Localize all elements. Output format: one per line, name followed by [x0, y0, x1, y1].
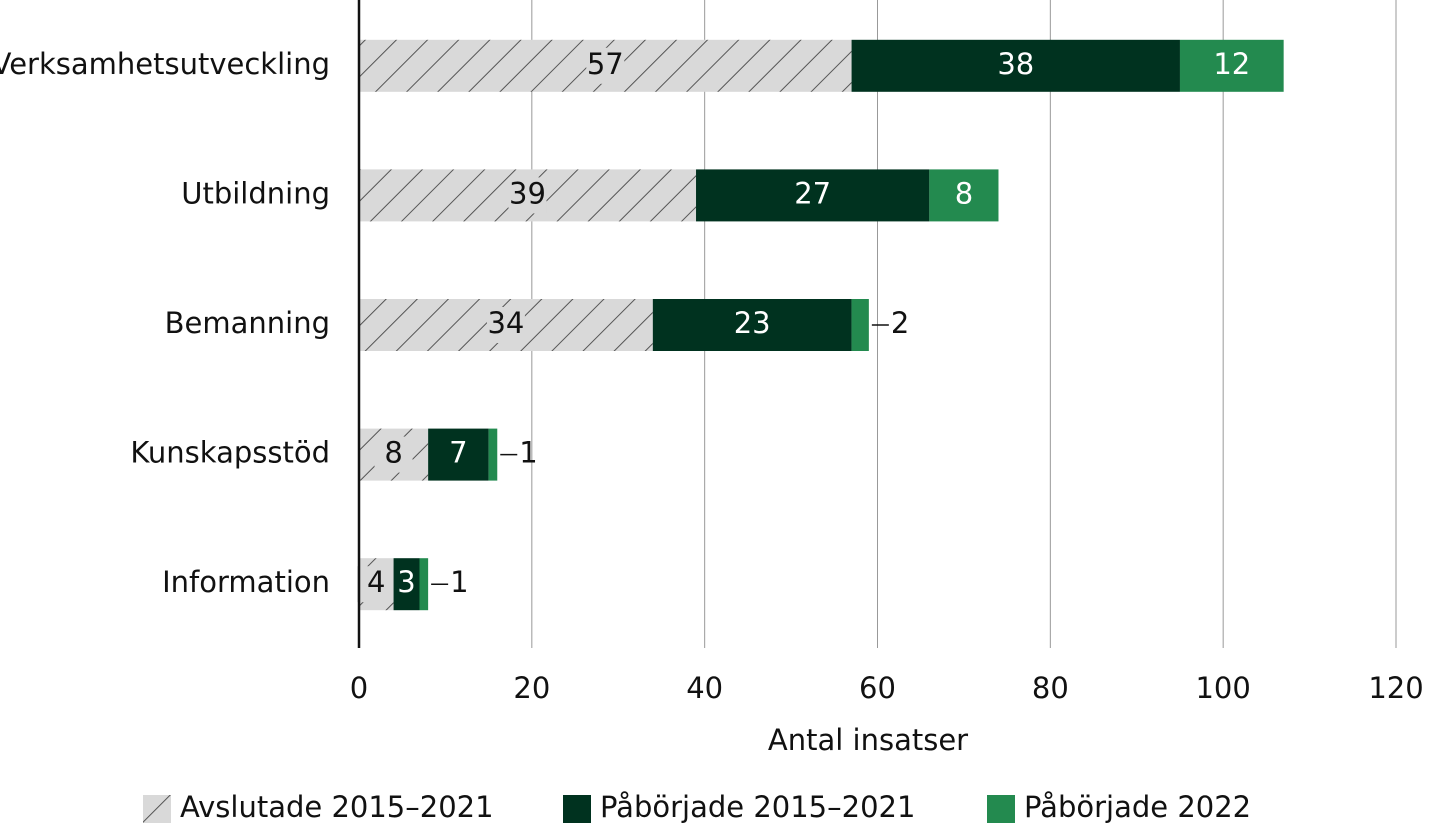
label-bg [357, 566, 396, 603]
bar-segment [696, 169, 930, 222]
data-label: 27 [794, 176, 831, 210]
bar-segment [652, 299, 852, 351]
bar-segment [929, 169, 999, 222]
y-tick-label: Kunskapsstöd [130, 436, 330, 470]
data-label: 8 [384, 436, 402, 470]
data-label: 1 [450, 565, 468, 599]
legend-label: Avslutade 2015–2021 [180, 790, 494, 824]
x-tick-label: 120 [1368, 671, 1423, 705]
data-label: 2 [891, 306, 909, 340]
bar-segment [393, 558, 420, 611]
label-bg [508, 177, 547, 214]
data-label: 7 [449, 436, 467, 470]
label-bg [374, 436, 413, 473]
data-label: 3 [397, 565, 415, 599]
bar-segment [419, 558, 429, 611]
bar-segment [428, 428, 489, 481]
data-label: 1 [519, 436, 537, 470]
x-tick-label: 80 [1032, 671, 1069, 705]
legend-label: Påbörjade 2022 [1024, 790, 1251, 824]
legend-swatch [987, 795, 1015, 823]
x-tick-label: 40 [686, 671, 723, 705]
legend-label: Påbörjade 2015–2021 [600, 790, 915, 824]
x-axis-title: Antal insatser [768, 723, 968, 757]
y-tick-label: Utbildning [181, 176, 330, 210]
data-label: 57 [587, 47, 624, 81]
label-bg [486, 307, 525, 343]
data-label: 39 [509, 176, 546, 210]
y-tick-label: Verksamhetsutveckling [0, 47, 330, 81]
bar-segment [1179, 39, 1284, 92]
y-tick-label: Information [162, 565, 330, 599]
data-label: 4 [367, 565, 385, 599]
bar-segment [851, 299, 869, 351]
data-label: 34 [487, 306, 524, 340]
x-tick-label: 20 [513, 671, 550, 705]
bar-segment [488, 428, 498, 481]
data-label: 8 [955, 176, 973, 210]
x-tick-label: 100 [1195, 671, 1250, 705]
legend-swatch [143, 795, 171, 823]
label-bg [586, 47, 625, 84]
bar-segment [851, 39, 1180, 92]
y-tick-label: Bemanning [165, 306, 330, 340]
data-label: 38 [997, 47, 1034, 81]
x-tick-label: 0 [350, 671, 368, 705]
data-label: 12 [1213, 47, 1250, 81]
data-label: 23 [734, 306, 771, 340]
x-tick-label: 60 [859, 671, 896, 705]
legend-swatch [563, 795, 591, 823]
